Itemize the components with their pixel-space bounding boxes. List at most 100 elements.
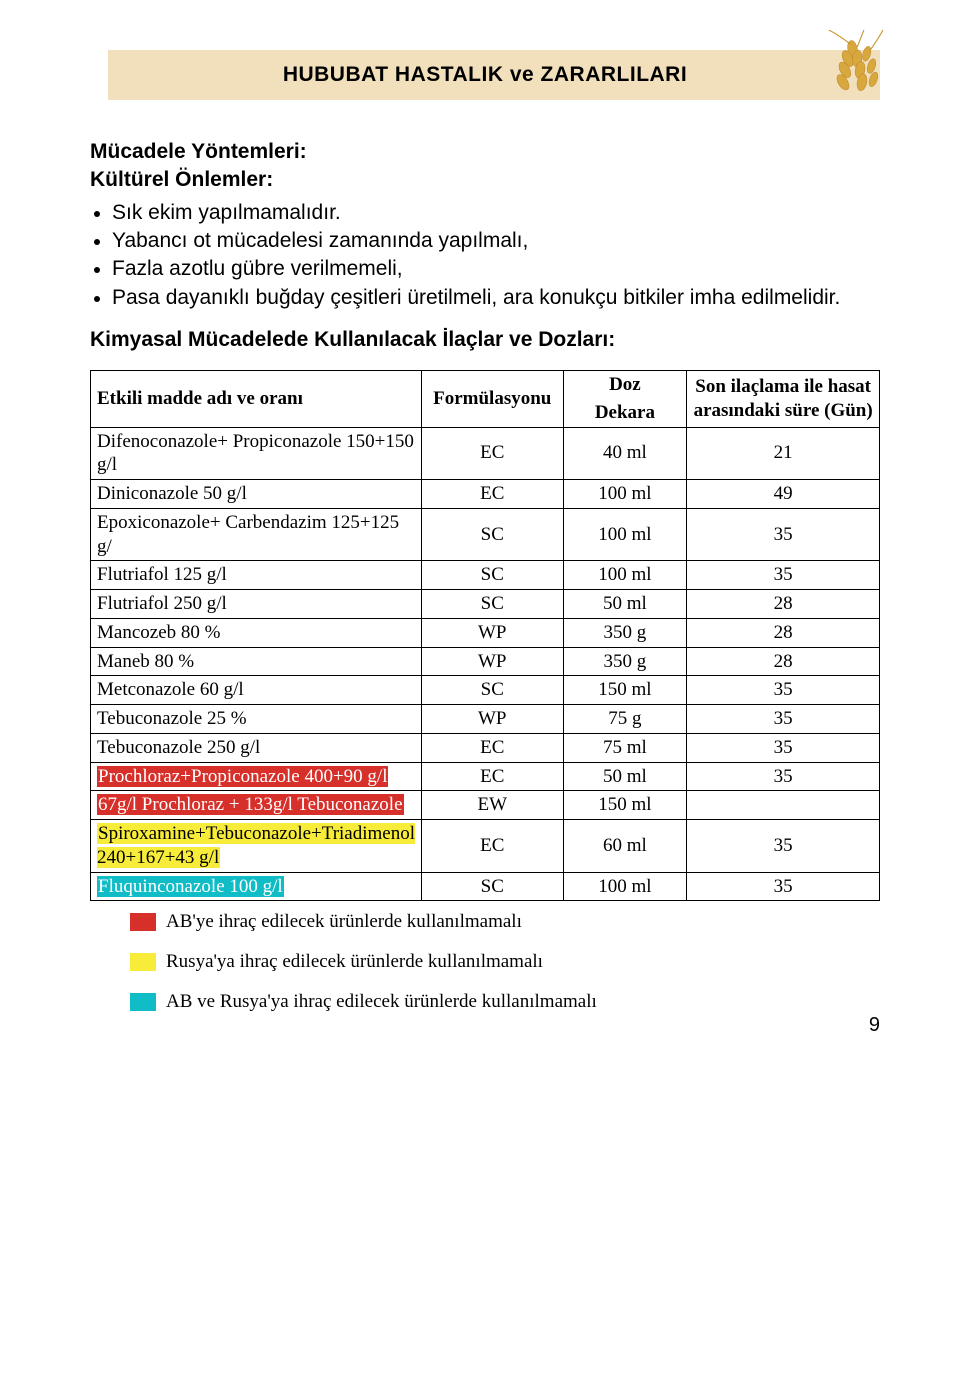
cell-substance: 67g/l Prochloraz + 133g/l Tebuconazole	[91, 791, 422, 820]
table-row: Maneb 80 %WP350 g28	[91, 647, 880, 676]
cell-formulation: SC	[422, 872, 564, 901]
cell-substance: Fluquinconazole 100 g/l	[91, 872, 422, 901]
cell-dose: 50 ml	[563, 762, 687, 791]
cell-dose: 60 ml	[563, 820, 687, 873]
header-bar: HUBUBAT HASTALIK ve ZARARLILARI	[90, 50, 880, 100]
cell-dose: 100 ml	[563, 480, 687, 509]
cell-duration: 35	[687, 733, 880, 762]
table-row: Mancozeb 80 %WP350 g28	[91, 618, 880, 647]
cell-formulation: SC	[422, 508, 564, 561]
bullet-dot-icon	[94, 296, 100, 302]
cell-formulation: EC	[422, 427, 564, 480]
bullet-item: Pasa dayanıklı buğday çeşitleri üretilme…	[90, 284, 880, 312]
cell-formulation: SC	[422, 561, 564, 590]
cell-duration: 35	[687, 762, 880, 791]
cell-duration: 35	[687, 820, 880, 873]
th-doz: Doz	[563, 371, 687, 399]
legend-text: Rusya'ya ihraç edilecek ürünlerde kullan…	[166, 951, 543, 973]
cell-dose: 50 ml	[563, 590, 687, 619]
bullet-item: Yabancı ot mücadelesi zamanında yapılmal…	[90, 227, 880, 255]
cell-dose: 75 ml	[563, 733, 687, 762]
bullet-text: Sık ekim yapılmamalıdır.	[112, 199, 341, 227]
cell-substance: Maneb 80 %	[91, 647, 422, 676]
table-row: Fluquinconazole 100 g/lSC100 ml35	[91, 872, 880, 901]
th-formulation: Formülasyonu	[422, 371, 564, 428]
cell-dose: 100 ml	[563, 872, 687, 901]
section-title-2: Kültürel Önlemler:	[90, 166, 880, 194]
cell-duration: 28	[687, 618, 880, 647]
bullet-list: Sık ekim yapılmamalıdır.Yabancı ot mücad…	[90, 199, 880, 312]
cell-substance: Spiroxamine+Tebuconazole+Triadimenol 240…	[91, 820, 422, 873]
cell-duration: 35	[687, 676, 880, 705]
legend-swatch-icon	[130, 913, 156, 931]
page-title: HUBUBAT HASTALIK ve ZARARLILARI	[283, 63, 687, 87]
cell-dose: 75 g	[563, 705, 687, 734]
cell-duration: 21	[687, 427, 880, 480]
cell-formulation: EC	[422, 733, 564, 762]
cell-duration: 35	[687, 508, 880, 561]
cell-duration: 49	[687, 480, 880, 509]
table-row: Prochloraz+Propiconazole 400+90 g/lEC50 …	[91, 762, 880, 791]
legend-item: AB ve Rusya'ya ihraç edilecek ürünlerde …	[130, 991, 880, 1013]
table-row: Spiroxamine+Tebuconazole+Triadimenol 240…	[91, 820, 880, 873]
legend-item: AB'ye ihraç edilecek ürünlerde kullanılm…	[130, 911, 880, 933]
cell-duration: 35	[687, 705, 880, 734]
legend-swatch-icon	[130, 993, 156, 1011]
cell-dose: 150 ml	[563, 676, 687, 705]
table-row: Metconazole 60 g/lSC150 ml35	[91, 676, 880, 705]
cell-formulation: WP	[422, 618, 564, 647]
cell-duration	[687, 791, 880, 820]
table-row: Tebuconazole 250 g/lEC75 ml35	[91, 733, 880, 762]
table-row: Flutriafol 250 g/lSC50 ml28	[91, 590, 880, 619]
cell-formulation: EC	[422, 762, 564, 791]
bullet-text: Yabancı ot mücadelesi zamanında yapılmal…	[112, 227, 528, 255]
table-row: Difenoconazole+ Propiconazole 150+150 g/…	[91, 427, 880, 480]
cell-substance: Mancozeb 80 %	[91, 618, 422, 647]
cell-substance: Flutriafol 125 g/l	[91, 561, 422, 590]
cell-dose: 350 g	[563, 647, 687, 676]
legend-text: AB ve Rusya'ya ihraç edilecek ürünlerde …	[166, 991, 597, 1013]
bullet-dot-icon	[94, 267, 100, 273]
table-row: 67g/l Prochloraz + 133g/l TebuconazoleEW…	[91, 791, 880, 820]
dosage-table: Etkili madde adı ve oranı Formülasyonu D…	[90, 370, 880, 901]
cell-formulation: WP	[422, 705, 564, 734]
cell-duration: 28	[687, 647, 880, 676]
cell-substance: Tebuconazole 25 %	[91, 705, 422, 734]
table-row: Tebuconazole 25 %WP75 g35	[91, 705, 880, 734]
cell-formulation: WP	[422, 647, 564, 676]
cell-substance: Epoxiconazole+ Carbendazim 125+125 g/	[91, 508, 422, 561]
legend: AB'ye ihraç edilecek ürünlerde kullanılm…	[90, 911, 880, 1013]
bullet-dot-icon	[94, 239, 100, 245]
cell-substance: Prochloraz+Propiconazole 400+90 g/l	[91, 762, 422, 791]
th-duration: Son ilaçlama ile hasat arasındaki süre (…	[687, 371, 880, 428]
cell-substance: Flutriafol 250 g/l	[91, 590, 422, 619]
bullet-text: Fazla azotlu gübre verilmemeli,	[112, 255, 403, 283]
th-dekara: Dekara	[563, 399, 687, 427]
cell-substance: Difenoconazole+ Propiconazole 150+150 g/…	[91, 427, 422, 480]
table-row: Flutriafol 125 g/lSC100 ml35	[91, 561, 880, 590]
subheading: Kimyasal Mücadelede Kullanılacak İlaçlar…	[90, 328, 880, 352]
legend-swatch-icon	[130, 953, 156, 971]
cell-formulation: SC	[422, 676, 564, 705]
cell-formulation: EW	[422, 791, 564, 820]
cell-dose: 40 ml	[563, 427, 687, 480]
cell-duration: 35	[687, 872, 880, 901]
cell-dose: 350 g	[563, 618, 687, 647]
table-row: Diniconazole 50 g/lEC100 ml49	[91, 480, 880, 509]
bullet-dot-icon	[94, 211, 100, 217]
cell-formulation: EC	[422, 480, 564, 509]
cell-duration: 28	[687, 590, 880, 619]
table-row: Epoxiconazole+ Carbendazim 125+125 g/SC1…	[91, 508, 880, 561]
wheat-icon	[805, 30, 900, 125]
bullet-item: Sık ekim yapılmamalıdır.	[90, 199, 880, 227]
cell-dose: 150 ml	[563, 791, 687, 820]
cell-substance: Diniconazole 50 g/l	[91, 480, 422, 509]
cell-dose: 100 ml	[563, 561, 687, 590]
bullet-text: Pasa dayanıklı buğday çeşitleri üretilme…	[112, 284, 840, 312]
cell-duration: 35	[687, 561, 880, 590]
section-title-1: Mücadele Yöntemleri:	[90, 138, 880, 166]
page-number: 9	[869, 1014, 880, 1037]
cell-formulation: SC	[422, 590, 564, 619]
cell-formulation: EC	[422, 820, 564, 873]
legend-text: AB'ye ihraç edilecek ürünlerde kullanılm…	[166, 911, 522, 933]
